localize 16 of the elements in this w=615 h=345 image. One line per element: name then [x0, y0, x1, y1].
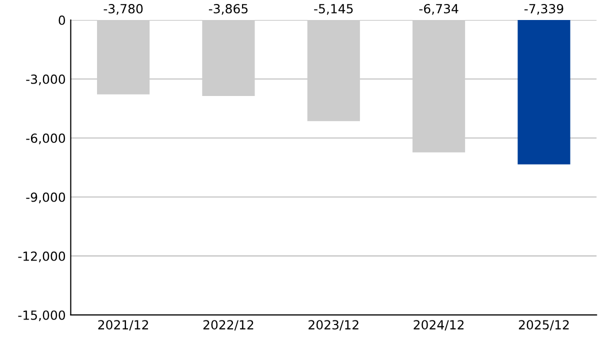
data-label: -6,734	[419, 4, 458, 15]
data-label: -5,145	[314, 4, 353, 15]
data-label: -3,780	[104, 4, 143, 15]
x-tick-label: 2021/12	[98, 320, 148, 331]
y-tick-label: -3,000	[26, 74, 66, 86]
y-tick-label: -15,000	[18, 310, 66, 322]
x-tick-label: 2025/12	[518, 320, 569, 331]
y-tick-label: -12,000	[18, 251, 66, 262]
x-tick-label: 2024/12	[414, 320, 464, 331]
x-tick-label: 2022/12	[203, 320, 254, 331]
y-tick-label: -6,000	[26, 133, 66, 144]
y-tick-label: 0	[58, 15, 66, 25]
x-tick-label: 2023/12	[308, 320, 358, 331]
y-tick-label: -9,000	[26, 192, 66, 204]
data-label: -3,865	[208, 4, 248, 15]
data-label: -7,339	[524, 4, 564, 15]
